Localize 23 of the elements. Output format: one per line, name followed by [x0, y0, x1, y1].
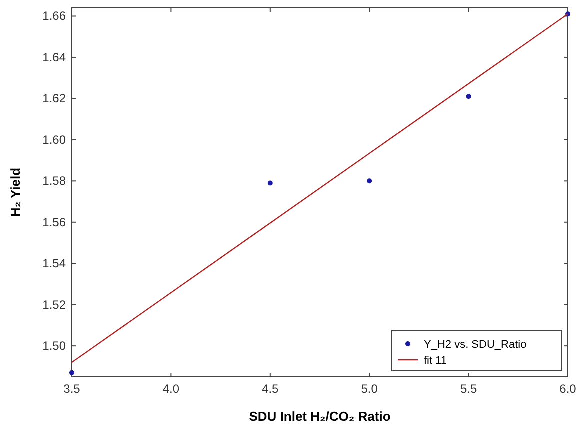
legend-label: fit 11 [424, 355, 448, 367]
x-tick-label: 4.5 [262, 382, 280, 396]
x-tick-label: 6.0 [560, 382, 577, 396]
y-axis-title: H₂ Yield [8, 168, 23, 218]
y-tick-label: 1.62 [42, 92, 66, 106]
y-tick-label: 1.50 [42, 339, 66, 354]
y-tick-label: 1.66 [42, 9, 66, 24]
legend-label: Y_H2 vs. SDU_Ratio [424, 339, 527, 351]
x-tick-label: 4.0 [162, 382, 180, 396]
y-tick-label: 1.58 [42, 174, 66, 188]
y-tick-label: 1.52 [42, 298, 66, 312]
y-tick-label: 1.54 [42, 256, 66, 271]
x-axis-title: SDU Inlet H₂/CO₂ Ratio [249, 409, 391, 424]
y-tick-label: 1.60 [42, 132, 66, 147]
point [268, 180, 273, 186]
point [466, 94, 472, 100]
point [70, 370, 74, 376]
point [367, 178, 372, 184]
x-tick-label: 3.5 [64, 382, 81, 396]
y-tick-label: 1.56 [42, 215, 66, 230]
x-tick-label: 5.0 [361, 382, 378, 396]
x-tick-label: 5.5 [460, 382, 478, 396]
y-tick-label: 1.64 [42, 50, 66, 64]
